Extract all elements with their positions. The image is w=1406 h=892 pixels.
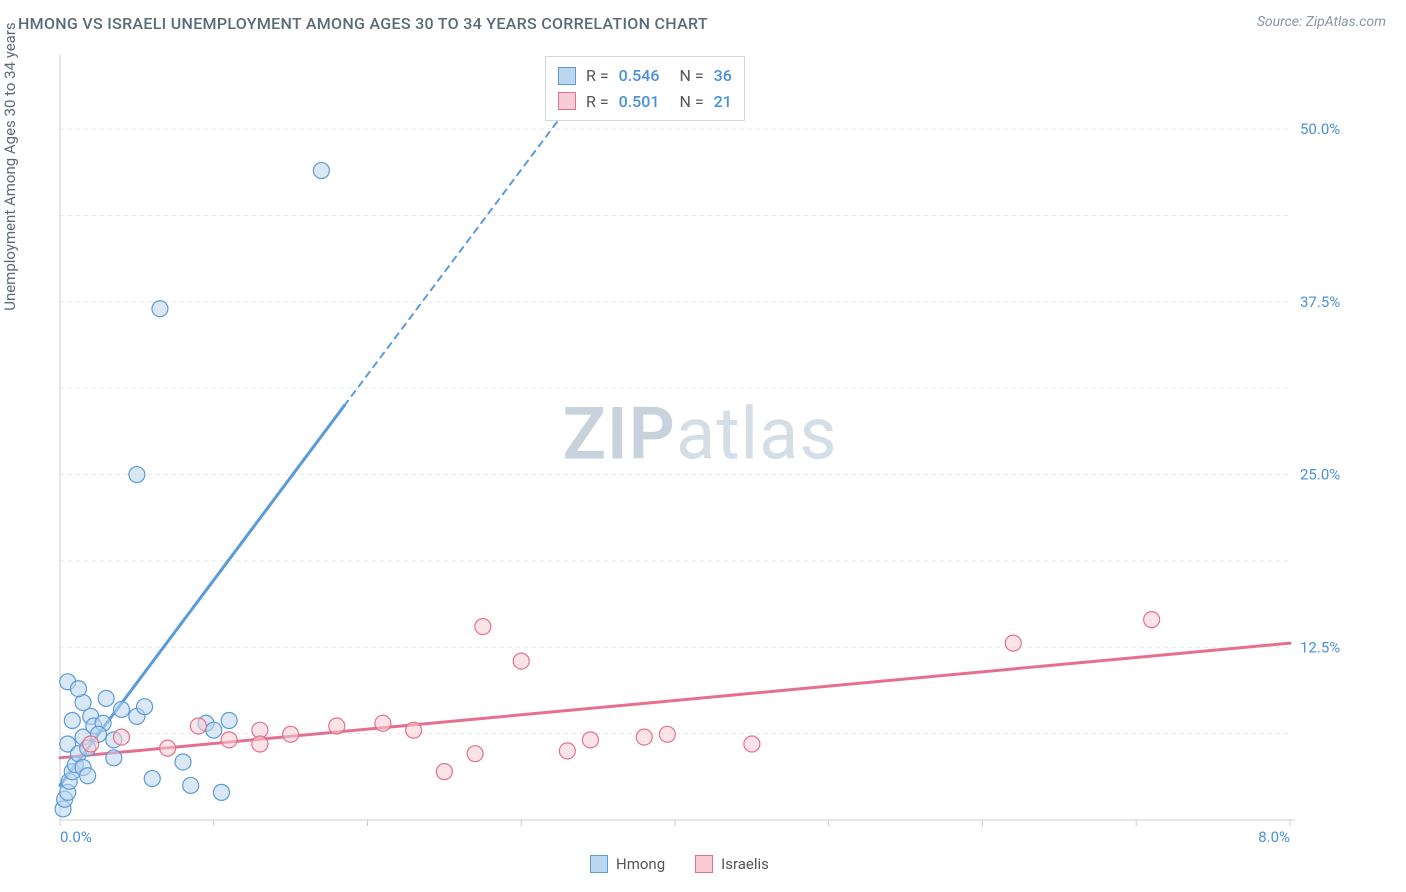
r-value: 0.546 <box>619 63 660 89</box>
svg-text:37.5%: 37.5% <box>1300 293 1340 311</box>
n-value: 21 <box>714 89 732 115</box>
chart-title: HMONG VS ISRAELI UNEMPLOYMENT AMONG AGES… <box>18 14 708 33</box>
stats-legend-box: R = 0.546 N = 36 R = 0.501 N = 21 <box>545 56 745 121</box>
svg-text:0.0%: 0.0% <box>60 828 92 846</box>
y-axis-label: Unemployment Among Ages 30 to 34 years <box>1 22 19 310</box>
stats-legend-row: R = 0.546 N = 36 <box>558 63 732 89</box>
r-label: R = <box>586 89 609 115</box>
legend-label: Hmong <box>616 855 665 873</box>
r-label: R = <box>586 63 609 89</box>
svg-text:12.5%: 12.5% <box>1300 638 1340 656</box>
legend-swatch <box>695 855 713 873</box>
svg-text:25.0%: 25.0% <box>1300 466 1340 484</box>
n-label: N = <box>679 63 703 89</box>
legend-swatch <box>558 92 576 110</box>
series-legend: Hmong Israelis <box>590 855 769 873</box>
legend-swatch <box>590 855 608 873</box>
scatter-chart-svg: 12.5% 25.0% 37.5% 50.0% 0.0% 8.0% <box>50 50 1350 850</box>
plot-area: ZIPatlas 12.5%25.0%37.5%50.0%0.0%8.0% <box>50 50 1350 850</box>
n-label: N = <box>679 89 703 115</box>
legend-item: Israelis <box>695 855 769 873</box>
source-attribution: Source: ZipAtlas.com <box>1257 14 1386 30</box>
legend-label: Israelis <box>721 855 769 873</box>
svg-text:50.0%: 50.0% <box>1300 120 1340 138</box>
n-value: 36 <box>714 63 732 89</box>
svg-text:8.0%: 8.0% <box>1258 828 1290 846</box>
legend-swatch <box>558 67 576 85</box>
legend-item: Hmong <box>590 855 665 873</box>
stats-legend-row: R = 0.501 N = 21 <box>558 89 732 115</box>
r-value: 0.501 <box>619 89 660 115</box>
